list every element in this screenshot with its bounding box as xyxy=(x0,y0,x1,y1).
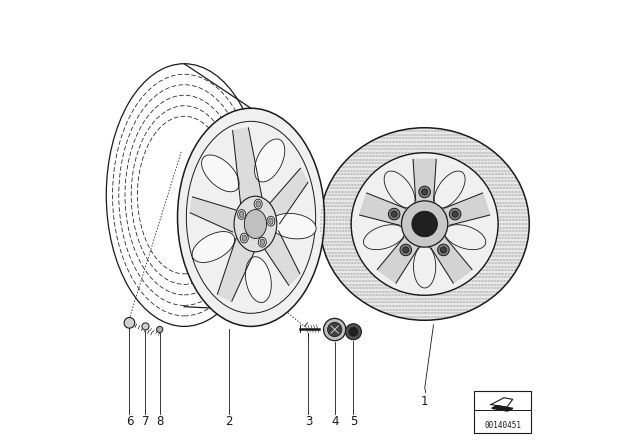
Ellipse shape xyxy=(419,186,431,198)
Ellipse shape xyxy=(445,225,486,250)
Ellipse shape xyxy=(349,327,358,336)
Text: 4: 4 xyxy=(332,415,339,428)
Polygon shape xyxy=(232,128,262,205)
Ellipse shape xyxy=(192,232,235,263)
Ellipse shape xyxy=(142,323,149,330)
Polygon shape xyxy=(492,405,513,411)
Bar xyxy=(474,391,531,433)
Polygon shape xyxy=(190,197,236,232)
Ellipse shape xyxy=(259,237,266,247)
Text: 5: 5 xyxy=(349,415,357,428)
Ellipse shape xyxy=(157,327,163,332)
Polygon shape xyxy=(413,159,436,201)
Ellipse shape xyxy=(234,196,277,252)
Ellipse shape xyxy=(177,108,324,327)
Ellipse shape xyxy=(320,128,529,320)
Ellipse shape xyxy=(270,213,316,239)
Ellipse shape xyxy=(260,239,264,246)
Polygon shape xyxy=(269,168,308,224)
Ellipse shape xyxy=(413,245,436,288)
Text: 8: 8 xyxy=(156,415,163,428)
Ellipse shape xyxy=(239,211,244,218)
Polygon shape xyxy=(263,231,300,285)
Ellipse shape xyxy=(412,211,437,237)
Ellipse shape xyxy=(324,319,346,340)
Ellipse shape xyxy=(422,189,428,195)
Ellipse shape xyxy=(452,211,458,217)
Ellipse shape xyxy=(403,247,409,253)
Ellipse shape xyxy=(254,199,262,209)
Ellipse shape xyxy=(388,208,400,220)
Polygon shape xyxy=(377,237,418,283)
Ellipse shape xyxy=(237,210,246,220)
Ellipse shape xyxy=(242,235,246,241)
Ellipse shape xyxy=(440,247,447,253)
Ellipse shape xyxy=(269,218,273,224)
Polygon shape xyxy=(444,193,490,225)
Ellipse shape xyxy=(267,216,275,226)
Ellipse shape xyxy=(400,244,412,256)
Ellipse shape xyxy=(328,323,342,336)
Ellipse shape xyxy=(244,210,267,238)
Ellipse shape xyxy=(202,155,239,192)
Ellipse shape xyxy=(346,324,362,340)
Ellipse shape xyxy=(438,244,449,256)
Text: 3: 3 xyxy=(305,415,312,428)
Ellipse shape xyxy=(240,233,248,243)
Text: 1: 1 xyxy=(421,396,428,409)
Ellipse shape xyxy=(246,257,271,302)
Ellipse shape xyxy=(351,153,498,295)
Ellipse shape xyxy=(434,171,465,208)
Text: 7: 7 xyxy=(141,415,149,428)
Polygon shape xyxy=(218,238,256,301)
Text: 00140451: 00140451 xyxy=(484,421,521,430)
Ellipse shape xyxy=(255,139,285,182)
Ellipse shape xyxy=(384,171,415,208)
Polygon shape xyxy=(360,193,405,225)
Ellipse shape xyxy=(401,201,448,247)
Polygon shape xyxy=(431,237,472,283)
Text: 2: 2 xyxy=(225,415,232,428)
Text: 6: 6 xyxy=(125,415,133,428)
Ellipse shape xyxy=(364,225,404,250)
Ellipse shape xyxy=(449,208,461,220)
Ellipse shape xyxy=(256,201,260,207)
Ellipse shape xyxy=(124,318,135,328)
Ellipse shape xyxy=(391,211,397,217)
